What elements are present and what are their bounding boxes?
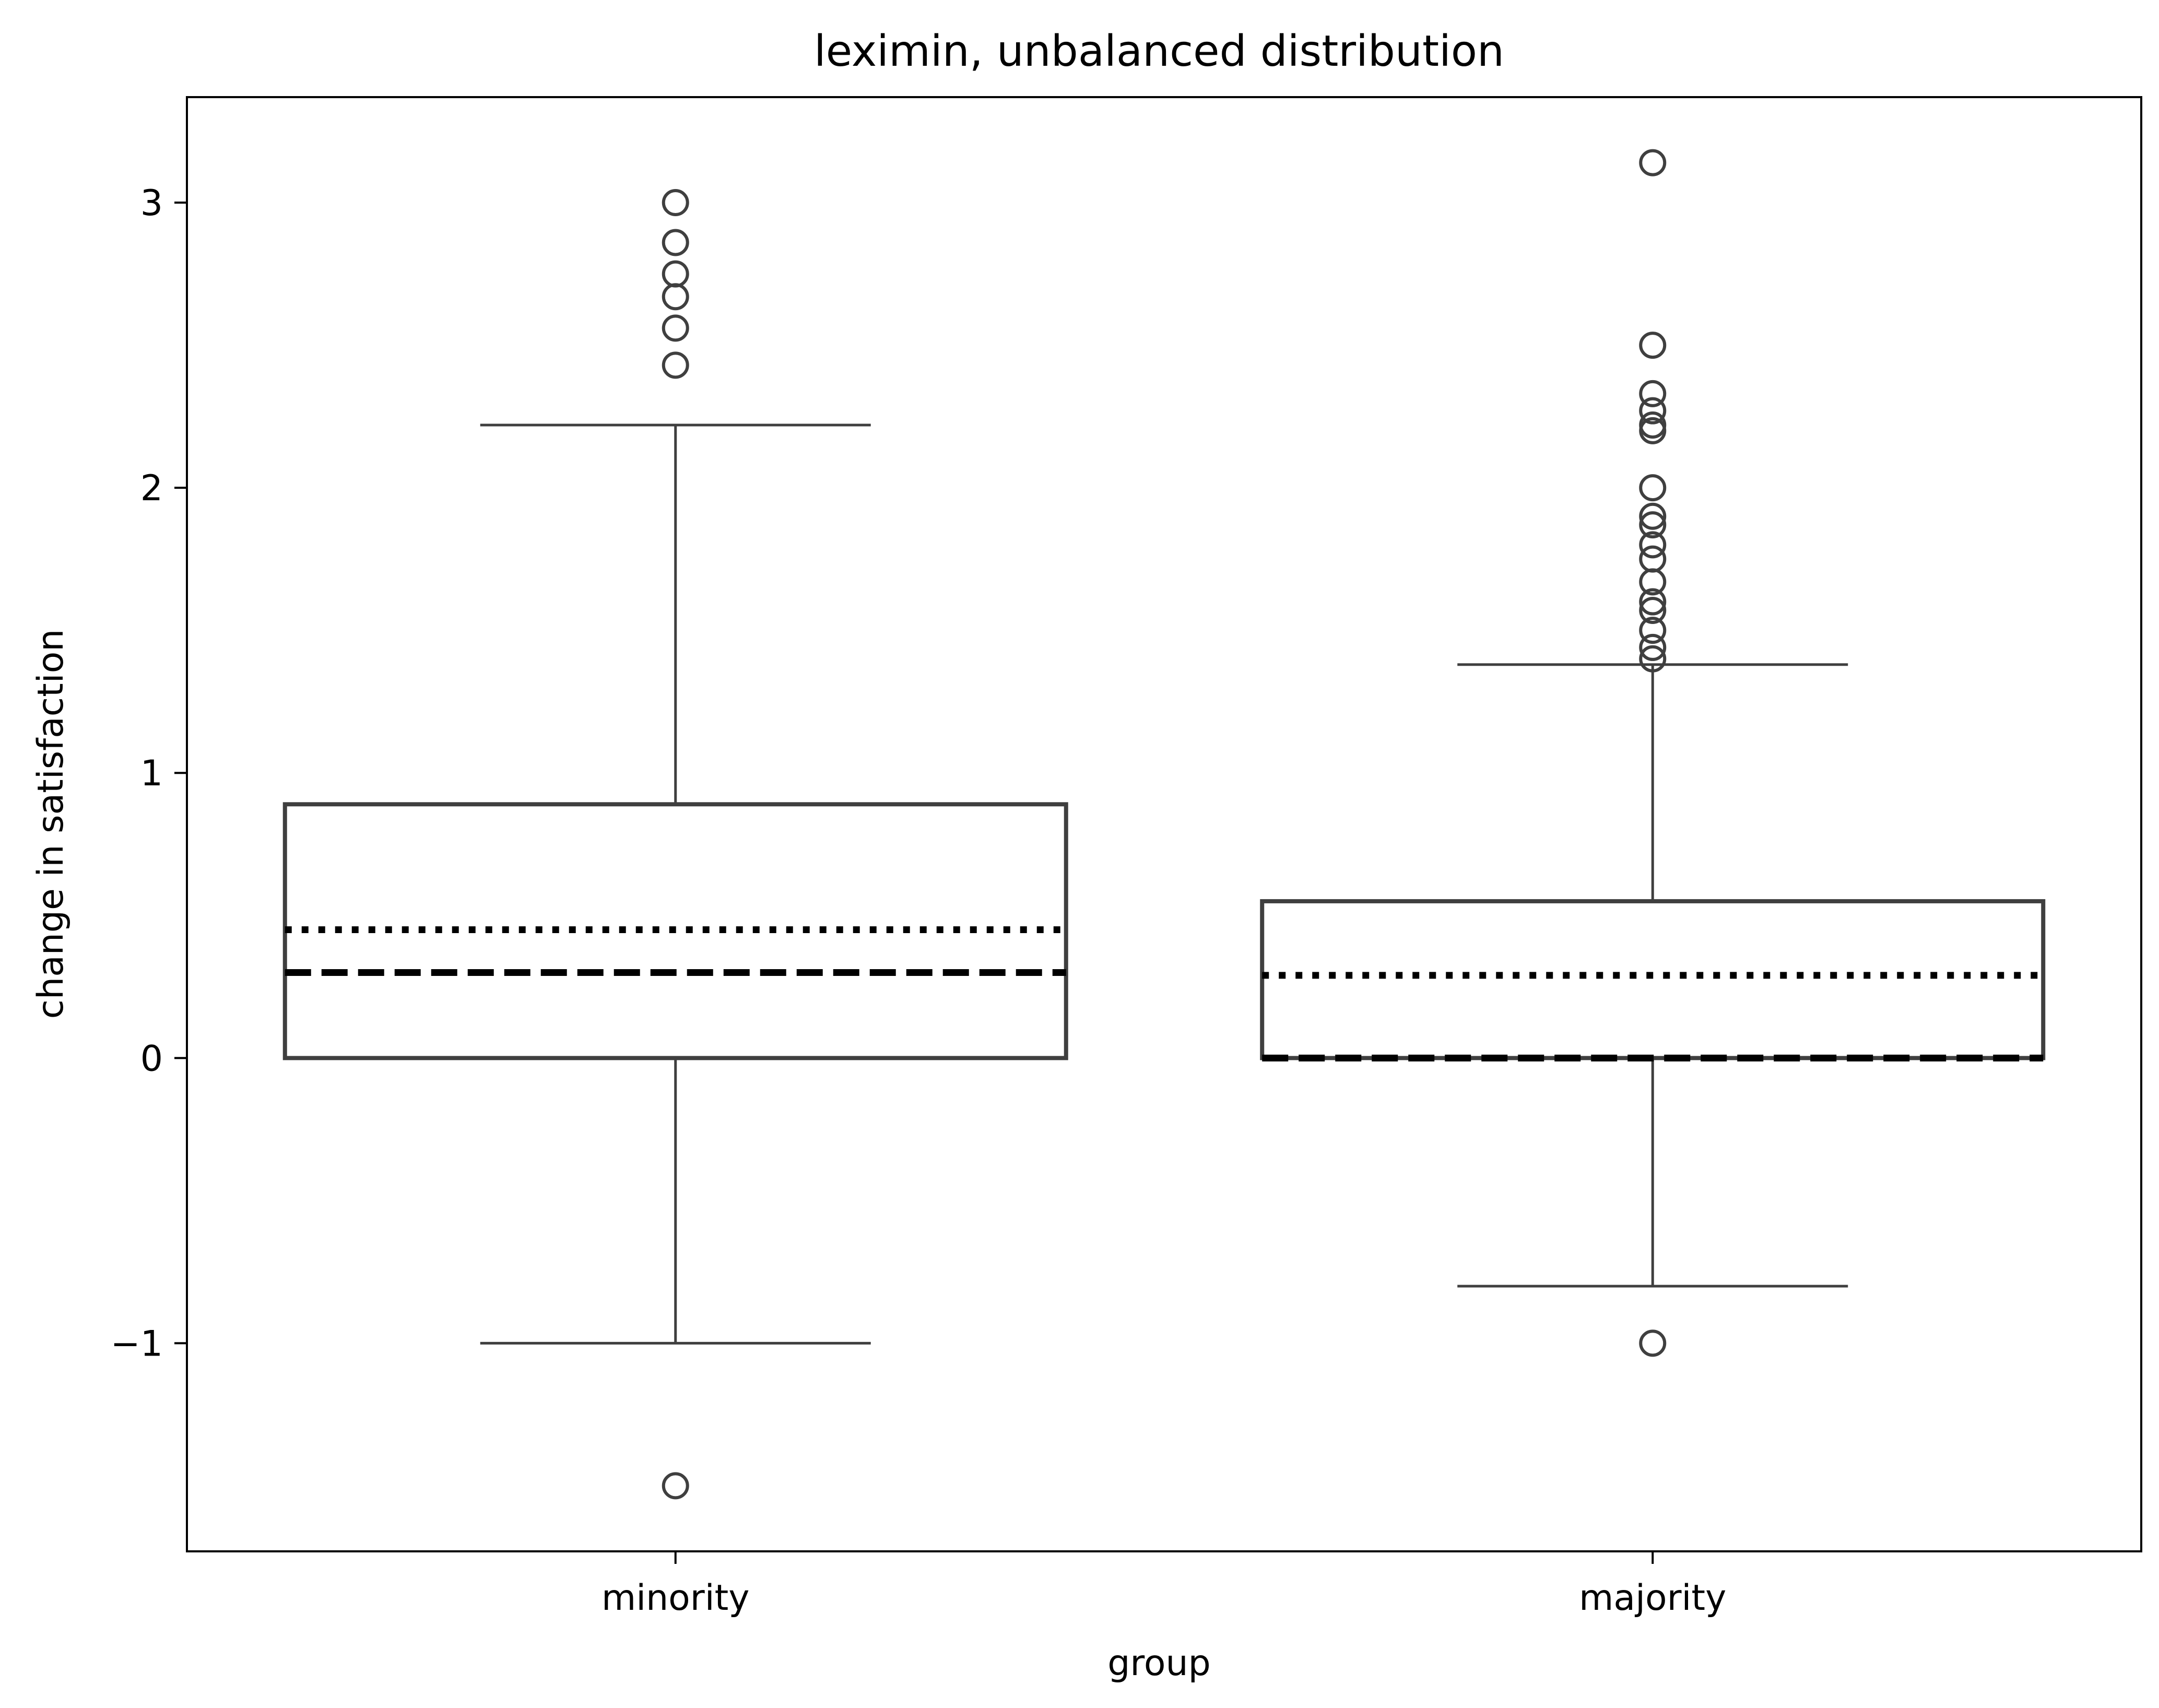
x-tick-label: majority (1579, 1577, 1726, 1619)
outlier-point (1639, 596, 1667, 624)
outlier-point (1639, 1329, 1667, 1357)
outlier-point (1639, 588, 1667, 616)
y-tick-label: −1 (111, 1323, 163, 1364)
outlier-point (662, 189, 689, 217)
box-majority (1260, 899, 2046, 1061)
outlier-point (1639, 617, 1667, 644)
y-tick-label: 0 (140, 1038, 163, 1079)
y-tick-label: 1 (140, 753, 163, 794)
outlier-point (1639, 474, 1667, 502)
outlier-point (1639, 568, 1667, 596)
outlier-point (662, 229, 689, 256)
plot-area (282, 149, 2046, 1500)
outlier-point (1639, 531, 1667, 559)
y-tick-label: 3 (140, 183, 163, 224)
outlier-point (662, 314, 689, 342)
x-axis-label: group (1107, 1643, 1211, 1684)
chart-title: leximin, unbalanced distribution (814, 27, 1504, 76)
outlier-point (1639, 511, 1667, 539)
outlier-point (1639, 633, 1667, 661)
outlier-point (1639, 149, 1667, 176)
x-tick-label: minority (601, 1577, 750, 1619)
box-group-minority (282, 189, 1068, 1500)
outlier-point (1639, 417, 1667, 444)
outlier-point (1639, 502, 1667, 530)
outlier-point (662, 1472, 689, 1500)
outlier-point (1639, 397, 1667, 425)
outlier-point (662, 283, 689, 311)
box-group-majority (1260, 149, 2046, 1357)
outlier-point (1639, 645, 1667, 673)
outlier-point (1639, 332, 1667, 359)
outlier-point (1639, 380, 1667, 407)
y-axis-label: change in satisfaction (30, 629, 72, 1019)
y-axis: −1 0 1 2 3 (111, 183, 187, 1364)
outlier-point (662, 351, 689, 379)
y-tick-label: 2 (140, 468, 163, 509)
axes-frame (186, 96, 2142, 1552)
x-axis: minority majority (601, 1551, 1726, 1619)
